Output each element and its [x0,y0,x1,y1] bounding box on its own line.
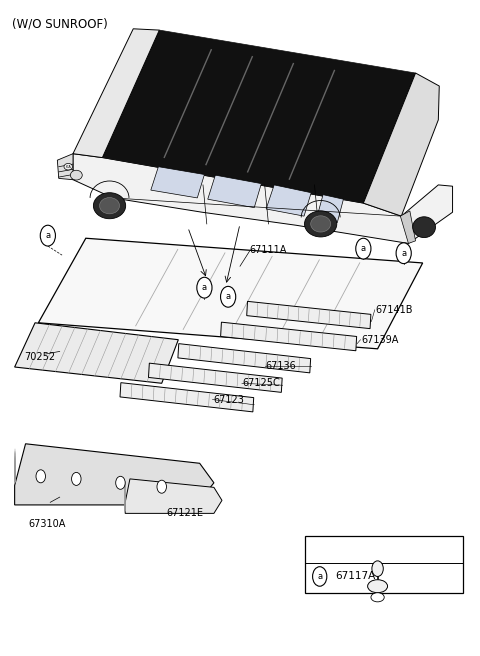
Polygon shape [14,443,214,505]
Circle shape [197,277,212,298]
Ellipse shape [368,580,387,593]
Text: 67141B: 67141B [375,305,413,315]
Polygon shape [208,175,261,208]
Polygon shape [266,185,311,216]
Ellipse shape [304,211,337,237]
Text: a: a [401,249,406,258]
Circle shape [220,287,236,307]
Polygon shape [57,154,73,180]
Polygon shape [148,363,282,392]
Text: 67111A: 67111A [250,245,287,255]
Text: 67125C: 67125C [242,379,280,388]
Text: a: a [45,231,50,240]
Text: a: a [202,283,207,292]
Ellipse shape [99,197,120,214]
Polygon shape [178,344,311,373]
Circle shape [157,480,167,493]
Text: 70252: 70252 [24,352,55,362]
Polygon shape [125,479,222,514]
Text: 67136: 67136 [265,361,296,371]
Circle shape [72,472,81,485]
Circle shape [372,561,384,577]
Circle shape [40,225,56,246]
Text: 67121E: 67121E [167,508,204,518]
Polygon shape [14,323,179,383]
Polygon shape [221,322,357,351]
Ellipse shape [71,171,82,180]
Circle shape [36,470,46,483]
Text: a: a [226,293,231,301]
Ellipse shape [94,193,126,218]
Circle shape [312,567,327,586]
Polygon shape [120,382,254,412]
Text: 67123: 67123 [213,394,244,405]
Circle shape [116,476,125,489]
Text: (W/O SUNROOF): (W/O SUNROOF) [12,17,108,30]
Text: KIA: KIA [65,165,71,169]
Ellipse shape [371,593,384,602]
Text: 67139A: 67139A [361,335,398,344]
Polygon shape [73,154,453,243]
FancyBboxPatch shape [305,536,463,594]
Polygon shape [400,211,416,243]
Polygon shape [102,30,416,203]
Circle shape [356,238,371,259]
Text: a: a [317,572,322,581]
Polygon shape [247,301,371,329]
Polygon shape [38,238,423,349]
Ellipse shape [64,163,72,170]
Ellipse shape [413,216,435,237]
Polygon shape [151,167,204,198]
Polygon shape [363,73,439,216]
Polygon shape [317,195,343,222]
Polygon shape [73,29,159,157]
Text: a: a [361,244,366,253]
Circle shape [396,243,411,264]
Text: 67117A: 67117A [335,571,375,581]
Text: 67310A: 67310A [29,520,66,529]
Ellipse shape [311,216,331,232]
